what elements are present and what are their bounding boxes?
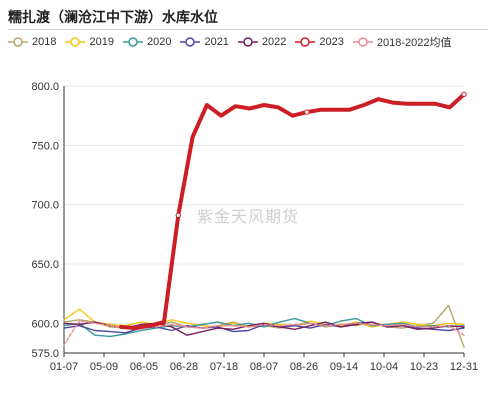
y-tick-label: 600.0 [31, 318, 59, 330]
y-tick-label: 750.0 [31, 140, 59, 152]
legend-label: 2018-2022均值 [376, 37, 452, 49]
title-divider [8, 29, 488, 30]
x-tick-label: 01-07 [50, 361, 78, 373]
legend-item-2018-2022均值[interactable]: 2018-2022均值 [352, 34, 452, 50]
x-tick-label: 05-09 [90, 361, 118, 373]
legend-label: 2020 [146, 36, 172, 48]
x-tick-label: 06-28 [170, 361, 198, 373]
y-tick-label: 650.0 [31, 259, 59, 271]
legend-swatch-icon [122, 37, 143, 47]
legend-swatch-icon [295, 37, 316, 47]
data-point[interactable] [175, 212, 181, 219]
y-axis: 575.0 600.0 650.0 700.0 750.0 800.0 [31, 81, 65, 360]
legend-item-2023[interactable]: 2023 [295, 36, 344, 48]
watermark: 紫金天风期货 [197, 207, 299, 226]
legend-label: 2019 [89, 36, 114, 48]
y-tick-label: 575.0 [31, 348, 59, 360]
legend-item-2020[interactable]: 2020 [122, 36, 172, 48]
y-tick-label: 700.0 [31, 200, 59, 212]
legend-swatch-icon [8, 37, 28, 47]
x-tick-label: 08-26 [290, 361, 318, 373]
x-tick-label: 09-14 [330, 361, 358, 373]
legend-item-2019[interactable]: 2019 [65, 36, 114, 48]
x-tick-label: 06-05 [130, 361, 158, 373]
x-tick-label: 07-18 [210, 361, 238, 373]
legend-swatch-icon [65, 37, 86, 47]
legend-item-2022[interactable]: 2022 [237, 36, 287, 48]
legend-item-2021[interactable]: 2021 [180, 36, 229, 48]
series-line-2020[interactable] [63, 317, 465, 338]
legend-swatch-icon [352, 37, 373, 47]
legend-swatch-icon [237, 37, 258, 47]
x-axis: 01-07 05-09 06-05 06-28 07-18 08-07 08-26 09-14… [50, 352, 478, 373]
legend-label: 2022 [261, 36, 287, 48]
legend-item-2018[interactable]: 2018 [8, 36, 56, 48]
x-tick-label: 08-07 [250, 361, 278, 373]
y-tick-label: 800.0 [31, 81, 59, 93]
x-tick-label: 10-04 [370, 361, 398, 373]
legend-label: 2023 [319, 36, 344, 48]
series-lines [63, 91, 467, 348]
x-tick-label: 10-23 [410, 361, 438, 373]
chart-title: 糯扎渡（澜沧江中下游）水库水位 [8, 10, 218, 26]
gridlines [64, 85, 464, 324]
data-point[interactable] [461, 91, 467, 98]
x-tick-label: 12-31 [450, 361, 478, 373]
legend-swatch-icon [180, 37, 201, 47]
legend-label: 2021 [204, 36, 229, 48]
legend[interactable]: 2018 2019 2020 2021 2022 2023 2018-2022均值 [8, 35, 461, 49]
data-point[interactable] [304, 109, 310, 115]
legend-label: 2018 [32, 36, 57, 48]
